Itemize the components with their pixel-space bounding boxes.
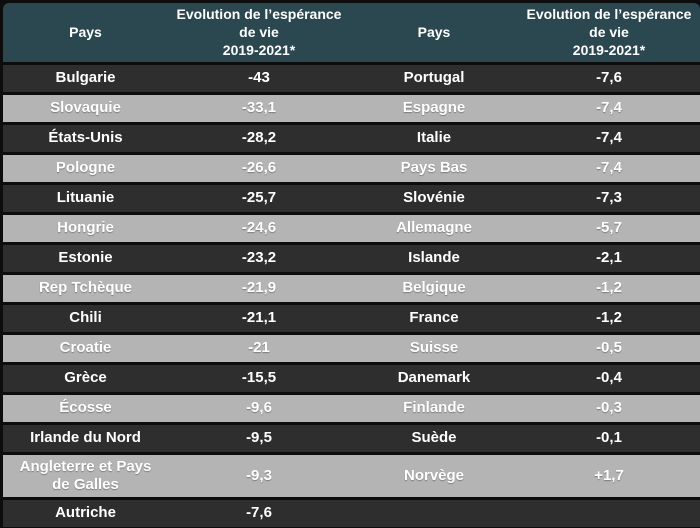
value-cell-right: -1,2 [518, 274, 700, 302]
table-header: Pays Evolution de l’espérance de vie 201… [3, 3, 700, 62]
country-cell-right: Finlande [350, 394, 518, 422]
country-cell-left: Croatie [3, 334, 168, 362]
country-cell-left: Rep Tchèque [3, 274, 168, 302]
country-cell-left: Autriche [3, 499, 168, 527]
value-cell-right: -7,3 [518, 184, 700, 212]
value-cell-right: -0,1 [518, 424, 700, 452]
table-row: Chili -21,1 France -1,2 [3, 304, 700, 332]
table-row: Autriche -7,6 [3, 499, 700, 527]
table-body: Bulgarie -43 Portugal -7,6 Slovaquie -33… [3, 64, 700, 527]
value-cell-right: -5,7 [518, 214, 700, 242]
country-cell-right: Espagne [350, 94, 518, 122]
value-cell-left: -25,7 [168, 184, 350, 212]
header-pays-right: Pays [350, 3, 518, 62]
table-row: Hongrie -24,6 Allemagne -5,7 [3, 214, 700, 242]
country-cell-left: Grèce [3, 364, 168, 392]
table-row: Bulgarie -43 Portugal -7,6 [3, 64, 700, 92]
country-cell-right: Allemagne [350, 214, 518, 242]
value-cell-left: -33,1 [168, 94, 350, 122]
table-row: Grèce -15,5 Danemark -0,4 [3, 364, 700, 392]
country-cell-right: Norvège [350, 454, 518, 497]
country-cell-right: Belgique [350, 274, 518, 302]
country-cell-left: Chili [3, 304, 168, 332]
header-evolution-right: Evolution de l’espérance de vie 2019-202… [518, 3, 700, 62]
country-cell-left: Slovaquie [3, 94, 168, 122]
country-cell-right: Portugal [350, 64, 518, 92]
value-cell-right: -0,5 [518, 334, 700, 362]
table-row: Rep Tchèque -21,9 Belgique -1,2 [3, 274, 700, 302]
table-row: Écosse -9,6 Finlande -0,3 [3, 394, 700, 422]
table-row: États-Unis -28,2 Italie -7,4 [3, 124, 700, 152]
value-cell-left: -28,2 [168, 124, 350, 152]
country-cell-left: Angleterre et Pays de Galles [3, 454, 168, 497]
value-cell-left: -21 [168, 334, 350, 362]
table-row: Pologne -26,6 Pays Bas -7,4 [3, 154, 700, 182]
country-cell-left: États-Unis [3, 124, 168, 152]
value-cell-left: -7,6 [168, 499, 350, 527]
value-cell-right: -7,6 [518, 64, 700, 92]
value-cell-left: -26,6 [168, 154, 350, 182]
value-cell-right: -2,1 [518, 244, 700, 272]
table-row: Angleterre et Pays de Galles -9,3 Norvèg… [3, 454, 700, 497]
value-cell-right [518, 499, 700, 527]
country-cell-right: Slovénie [350, 184, 518, 212]
value-cell-left: -43 [168, 64, 350, 92]
country-cell-left: Écosse [3, 394, 168, 422]
table-row: Lituanie -25,7 Slovénie -7,3 [3, 184, 700, 212]
value-cell-right: -7,4 [518, 154, 700, 182]
country-cell-right: France [350, 304, 518, 332]
country-cell-right: Italie [350, 124, 518, 152]
value-cell-right: -0,3 [518, 394, 700, 422]
country-cell-left: Hongrie [3, 214, 168, 242]
value-cell-left: -23,2 [168, 244, 350, 272]
country-cell-left: Bulgarie [3, 64, 168, 92]
value-cell-left: -9,5 [168, 424, 350, 452]
country-cell-left: Pologne [3, 154, 168, 182]
country-cell-right: Islande [350, 244, 518, 272]
value-cell-right: -1,2 [518, 304, 700, 332]
table-row: Croatie -21 Suisse -0,5 [3, 334, 700, 362]
life-expectancy-table: Pays Evolution de l’espérance de vie 201… [3, 0, 700, 528]
country-cell-right: Suède [350, 424, 518, 452]
header-pays-left: Pays [3, 3, 168, 62]
value-cell-left: -21,1 [168, 304, 350, 332]
value-cell-right: -7,4 [518, 94, 700, 122]
table-row: Irlande du Nord -9,5 Suède -0,1 [3, 424, 700, 452]
country-cell-left: Lituanie [3, 184, 168, 212]
value-cell-left: -15,5 [168, 364, 350, 392]
value-cell-right: +1,7 [518, 454, 700, 497]
header-row: Pays Evolution de l’espérance de vie 201… [3, 3, 700, 62]
value-cell-left: -9,3 [168, 454, 350, 497]
country-cell-right: Danemark [350, 364, 518, 392]
value-cell-left: -24,6 [168, 214, 350, 242]
value-cell-left: -21,9 [168, 274, 350, 302]
country-cell-right [350, 499, 518, 527]
table-row: Estonie -23,2 Islande -2,1 [3, 244, 700, 272]
table-row: Slovaquie -33,1 Espagne -7,4 [3, 94, 700, 122]
country-cell-right: Suisse [350, 334, 518, 362]
value-cell-left: -9,6 [168, 394, 350, 422]
header-evolution-left: Evolution de l’espérance de vie 2019-202… [168, 3, 350, 62]
value-cell-right: -7,4 [518, 124, 700, 152]
value-cell-right: -0,4 [518, 364, 700, 392]
country-cell-left: Estonie [3, 244, 168, 272]
country-cell-left: Irlande du Nord [3, 424, 168, 452]
country-cell-right: Pays Bas [350, 154, 518, 182]
